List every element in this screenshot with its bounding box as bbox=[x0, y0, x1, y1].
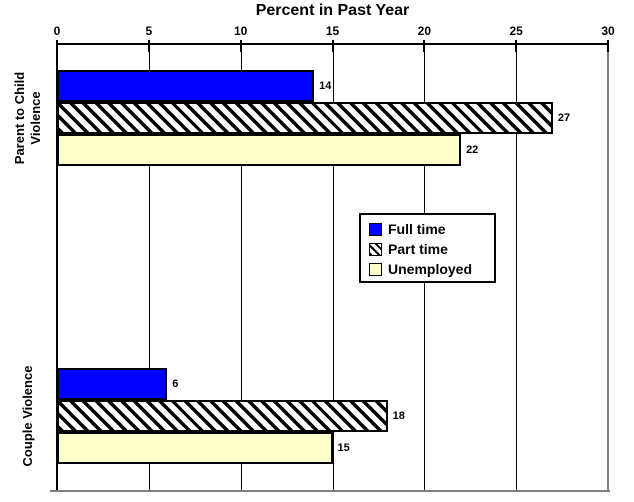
axis-tick-label: 25 bbox=[509, 24, 523, 38]
axis-tick bbox=[239, 40, 242, 52]
axis-tick bbox=[331, 40, 334, 52]
legend: Full time Part time Unemployed bbox=[359, 213, 496, 283]
gridline bbox=[149, 44, 150, 490]
axis-tick bbox=[147, 40, 150, 52]
bar-unemployed bbox=[57, 134, 462, 166]
plot-bottom-border bbox=[50, 490, 610, 492]
bar-full-time bbox=[57, 368, 168, 400]
bar-value-label: 14 bbox=[319, 80, 332, 92]
axis-tick-label: 0 bbox=[53, 24, 61, 38]
bar-value-label: 18 bbox=[392, 410, 405, 422]
legend-item-full-time: Full time bbox=[369, 219, 494, 239]
legend-item-unemployed: Unemployed bbox=[369, 259, 494, 279]
axis-tick bbox=[56, 40, 58, 52]
axis-tick-label: 5 bbox=[145, 24, 153, 38]
axis-tick-label: 15 bbox=[325, 24, 340, 38]
legend-item-part-time: Part time bbox=[369, 239, 494, 259]
axis-tick-label: 10 bbox=[233, 24, 248, 38]
gridline bbox=[333, 44, 334, 490]
bar-full-time bbox=[57, 70, 315, 102]
chart-title: Percent in Past Year bbox=[255, 2, 410, 19]
category-label-parent-to-child-violence: Parent to Child Violence bbox=[11, 71, 43, 165]
plot-right-border bbox=[607, 44, 609, 492]
axis-tick-label: 20 bbox=[417, 24, 431, 38]
axis-tick-label: 30 bbox=[601, 24, 615, 38]
bar-value-label: 6 bbox=[172, 378, 179, 390]
y-axis-line bbox=[56, 43, 58, 492]
bar-part-time bbox=[57, 102, 553, 134]
legend-swatch-unemployed bbox=[369, 262, 382, 276]
axis-tick bbox=[607, 40, 609, 52]
legend-label-full-time: Full time bbox=[388, 221, 446, 237]
bar-value-label: 15 bbox=[337, 442, 350, 454]
gridline bbox=[516, 44, 517, 490]
category-label-couple-violence: Couple Violence bbox=[19, 365, 35, 467]
legend-swatch-part-time bbox=[369, 242, 382, 256]
bar-part-time bbox=[57, 400, 388, 432]
bar-value-label: 27 bbox=[557, 112, 571, 124]
bar-unemployed bbox=[57, 432, 333, 464]
gridline bbox=[241, 44, 242, 490]
legend-label-part-time: Part time bbox=[388, 241, 448, 257]
legend-swatch-full-time bbox=[369, 222, 382, 236]
legend-label-unemployed: Unemployed bbox=[388, 261, 473, 277]
bar-value-label: 22 bbox=[466, 144, 479, 156]
